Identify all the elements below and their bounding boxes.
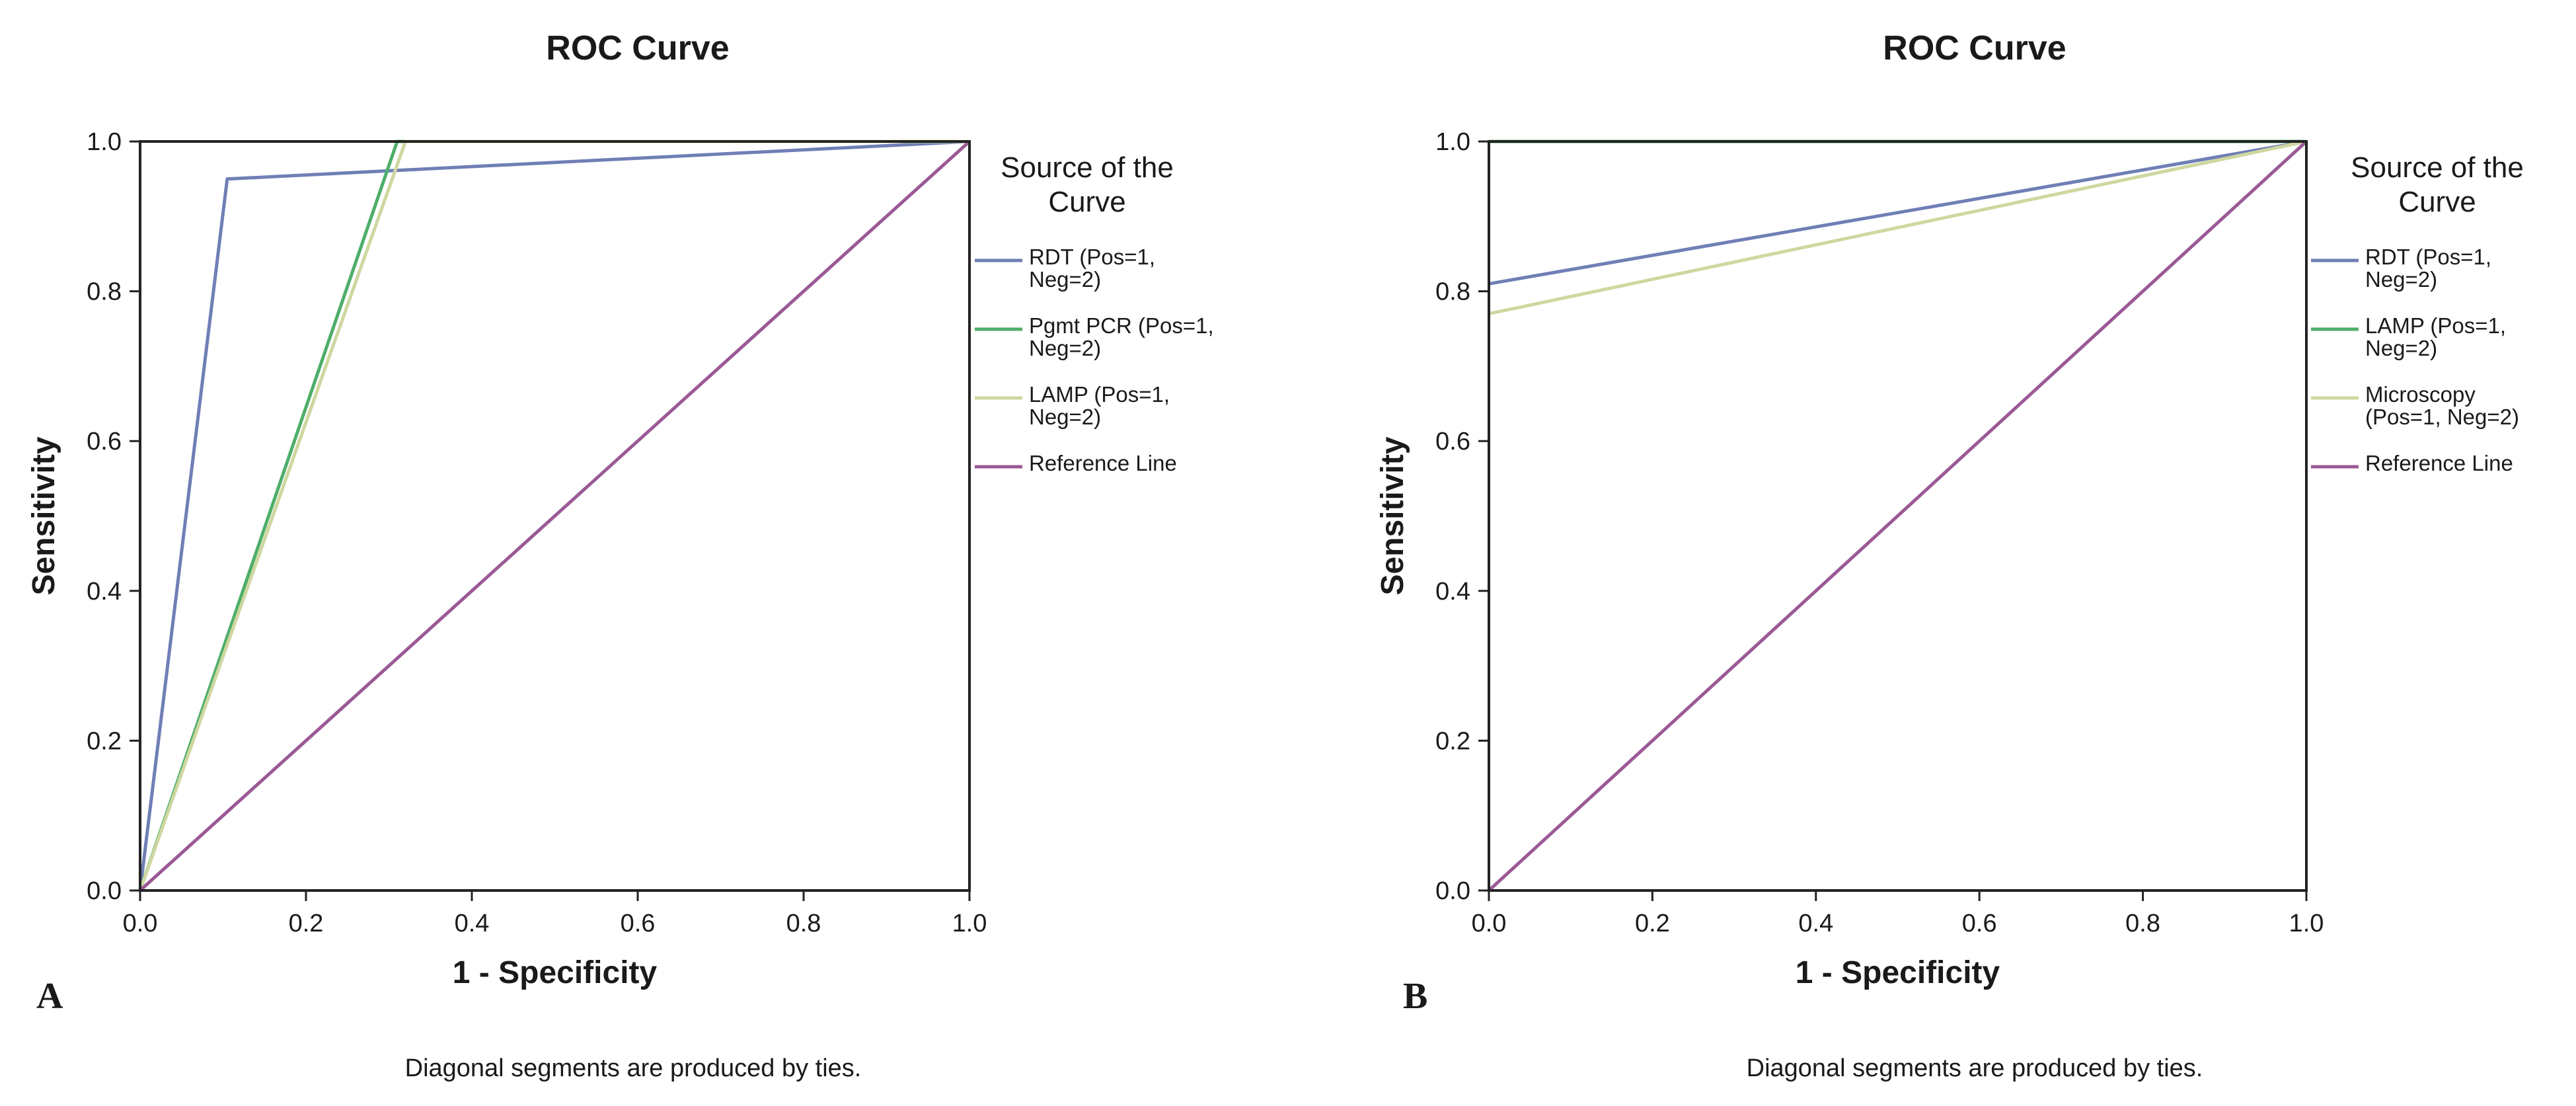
x-tick-label: 0.4	[1798, 910, 1833, 937]
y-tick-label: 0.6	[87, 428, 122, 455]
legend-entry: Microscopy (Pos=1, Neg=2)	[2365, 382, 2519, 429]
legend: Source of the Curve RDT (Pos=1, Neg=2) LAMP …	[2311, 151, 2524, 475]
x-tick-label: 0.8	[786, 910, 821, 937]
series-line-microscopy	[1488, 139, 2307, 316]
legend-entry: Pgmt PCR (Pos=1, Neg=2)	[1029, 313, 1214, 360]
series-line-reference	[139, 140, 971, 892]
series-line-reference	[1488, 140, 2308, 892]
y-tick-label: 0.0	[87, 877, 122, 905]
y-tick-label: 0.2	[87, 727, 122, 755]
series-line-rdt	[1488, 139, 2307, 286]
panel-label: B	[1403, 976, 1427, 1017]
plot-frame	[1488, 140, 2308, 892]
chart-panel-a: ROC Curve 0.0 0.2 0.4 0.6 0.8 1.0 0.0 0.2 0.4 0.6 0…	[26, 29, 1214, 1082]
footnote: Diagonal segments are produced by ties.	[1747, 1054, 2203, 1082]
y-tick-label: 0.8	[1435, 278, 1470, 306]
panel-label: A	[36, 976, 63, 1017]
y-axis-label: Sensitivity	[1375, 436, 1410, 595]
legend-entry: LAMP (Pos=1, Neg=2)	[2365, 313, 2506, 360]
legend-title: Source of the Curve	[1001, 151, 1174, 218]
x-tick-label: 0.4	[455, 910, 490, 937]
chart-title: ROC Curve	[546, 29, 729, 67]
legend-entry: RDT (Pos=1, Neg=2)	[2365, 245, 2491, 292]
legend-title: Source of the Curve	[2351, 151, 2524, 218]
y-tick-label: 0.8	[87, 278, 122, 306]
x-axis-label: 1 - Specificity	[1796, 955, 2000, 990]
y-tick-label: 1.0	[1435, 128, 1470, 156]
chart-panel-b: ROC Curve 0.0 0.2 0.4 0.6 0.8 1.0 0.0 0.2 0.4 0.6 0…	[1375, 29, 2524, 1082]
plot-frame	[139, 140, 971, 892]
y-tick-label: 0.2	[1435, 727, 1470, 755]
x-tick-label: 0.6	[621, 910, 656, 937]
legend: Source of the Curve RDT (Pos=1, Neg=2) Pgmt …	[975, 151, 1214, 475]
legend-entry: Reference Line	[2365, 451, 2513, 475]
y-tick-label: 0.4	[1435, 578, 1470, 606]
legend-entry: RDT (Pos=1, Neg=2)	[1029, 245, 1155, 292]
y-tick-label: 0.6	[1435, 428, 1470, 455]
x-tick-label: 0.0	[123, 910, 158, 937]
x-tick-label: 0.0	[1472, 910, 1507, 937]
x-tick-label: 0.6	[1962, 910, 1997, 937]
x-tick-label: 0.2	[289, 910, 324, 937]
y-axis-label: Sensitivity	[26, 436, 61, 595]
y-tick-label: 0.4	[87, 578, 122, 606]
y-tick-label: 0.0	[1435, 877, 1470, 905]
x-axis-label: 1 - Specificity	[453, 955, 658, 990]
x-tick-label: 1.0	[2289, 910, 2324, 937]
x-tick-label: 0.2	[1635, 910, 1670, 937]
legend-entry: LAMP (Pos=1, Neg=2)	[1029, 382, 1170, 429]
y-tick-label: 1.0	[87, 128, 122, 156]
chart-title: ROC Curve	[1883, 29, 2066, 67]
footnote: Diagonal segments are produced by ties.	[405, 1054, 862, 1082]
x-tick-label: 1.0	[952, 910, 987, 937]
series-line-rdt	[138, 139, 970, 891]
legend-entry: Reference Line	[1029, 451, 1177, 475]
x-tick-label: 0.8	[2125, 910, 2160, 937]
